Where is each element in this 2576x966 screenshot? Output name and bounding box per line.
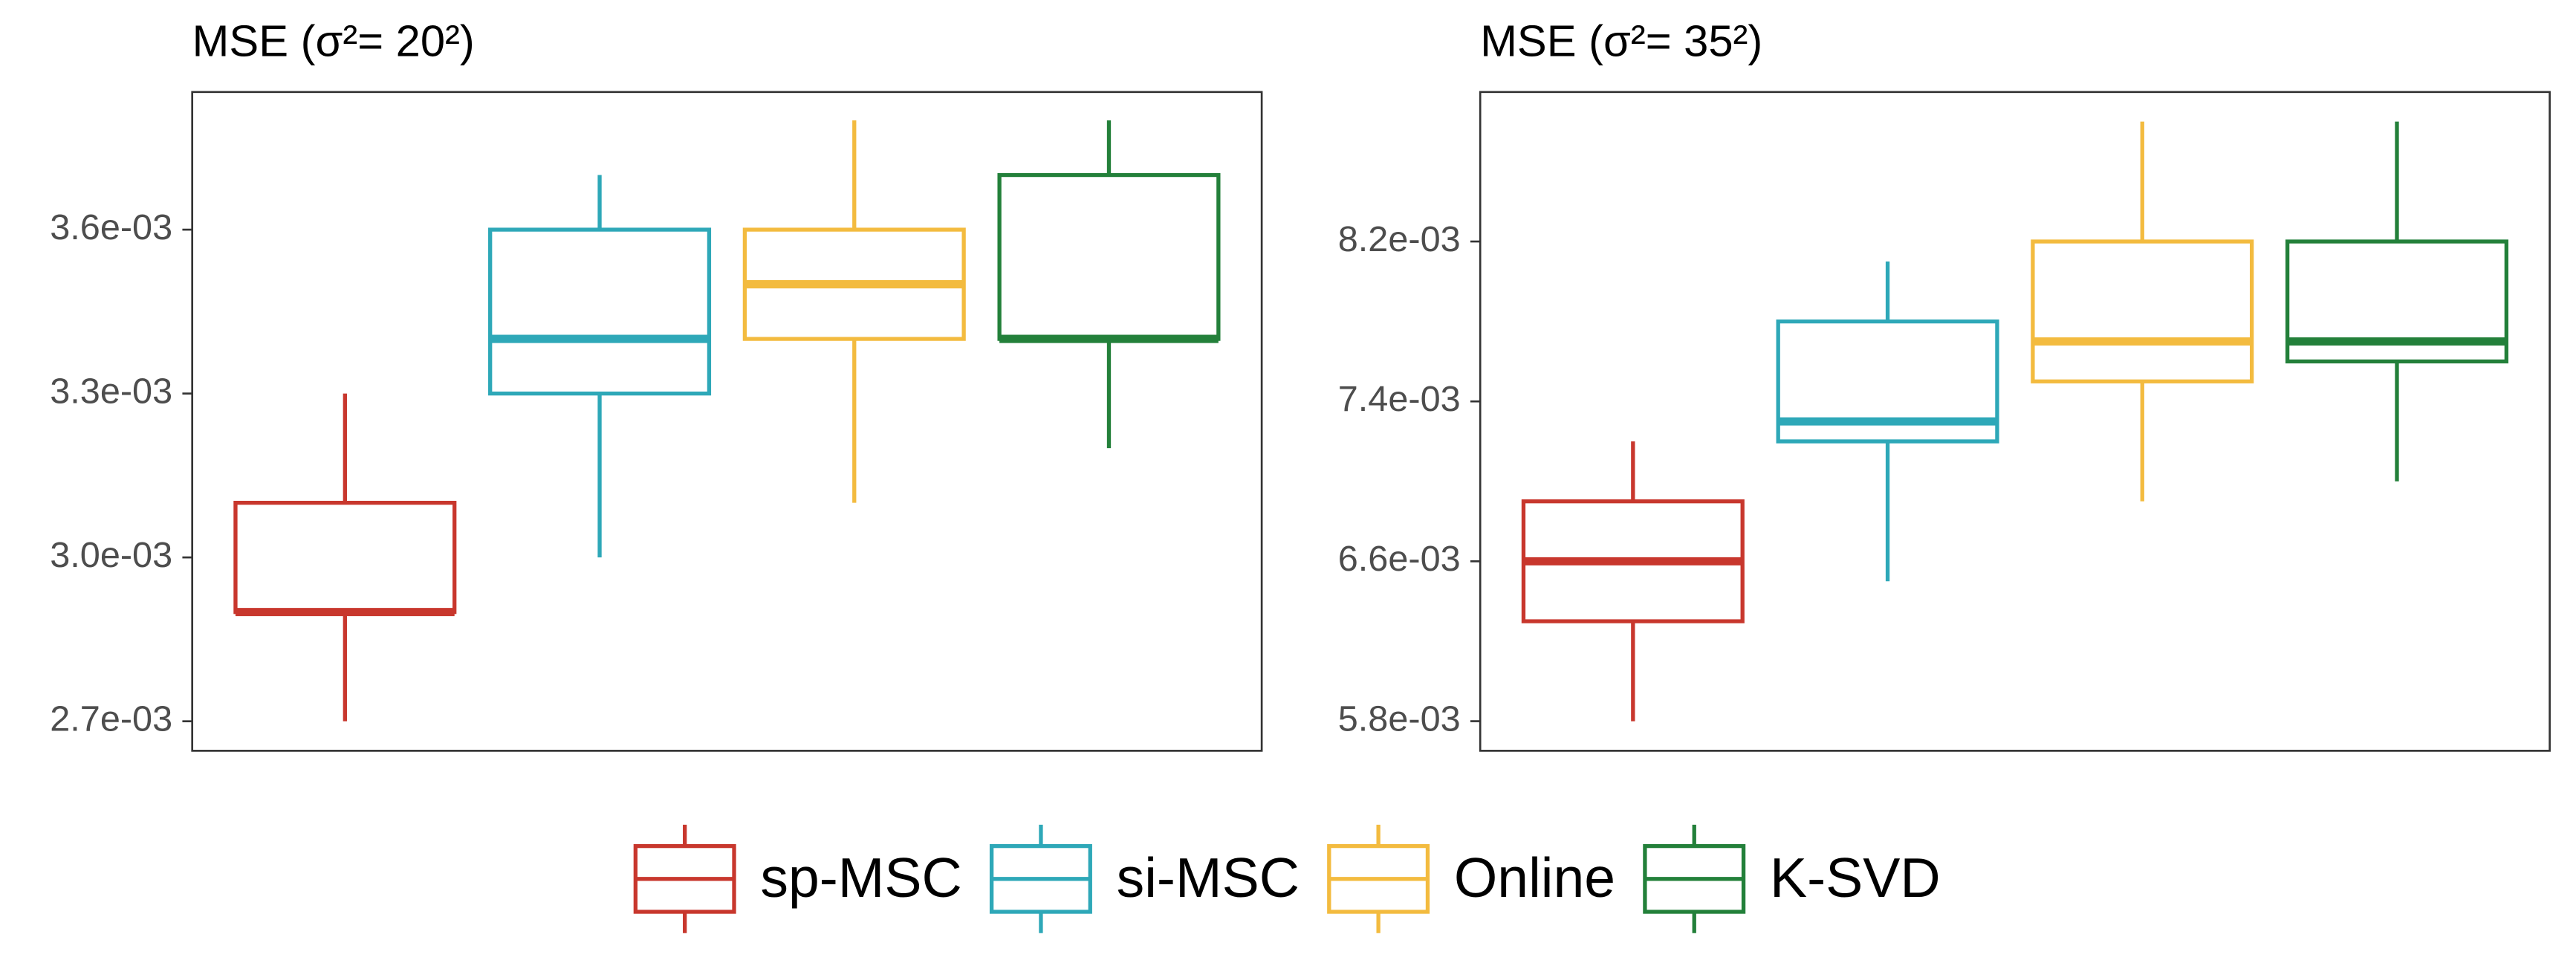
y-tick-label: 3.3e-03 [50,371,172,411]
y-tick-label: 2.7e-03 [50,699,172,739]
box [997,172,1221,341]
panel-title: MSE (σ²= 20²) [192,16,475,65]
legend-label: sp-MSC [760,846,961,909]
panel-title: MSE (σ²= 35²) [1480,16,1762,65]
y-tick-label: 3.0e-03 [50,535,172,575]
box [233,500,457,615]
panel-frame [191,91,1263,752]
y-tick-label: 3.6e-03 [50,207,172,247]
legend-label: K-SVD [1770,846,1941,909]
legend-label: Online [1454,846,1615,909]
y-tick-label: 8.2e-03 [1338,219,1461,259]
y-tick-label: 5.8e-03 [1338,698,1461,739]
box [488,227,712,396]
legend-label: si-MSC [1117,846,1300,909]
box [2031,239,2254,383]
panel-frame [1479,91,2551,752]
y-tick-label: 7.4e-03 [1338,379,1461,419]
y-tick-label: 6.6e-03 [1338,539,1461,579]
